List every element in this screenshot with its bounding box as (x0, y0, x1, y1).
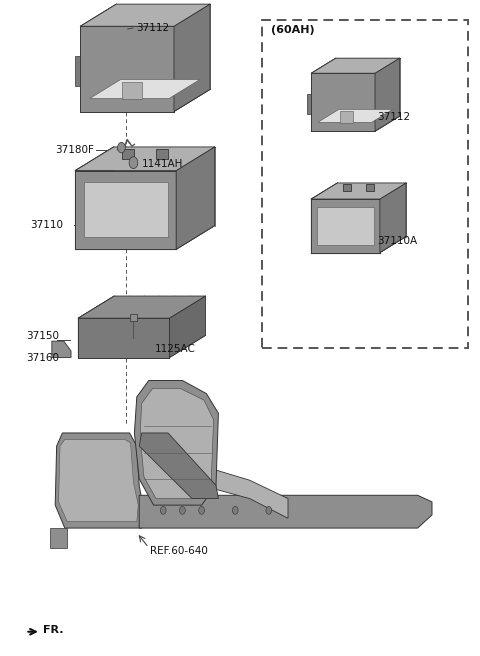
Polygon shape (140, 388, 214, 499)
Polygon shape (50, 528, 67, 548)
Polygon shape (130, 314, 137, 321)
Polygon shape (139, 433, 218, 499)
Polygon shape (312, 58, 336, 131)
Polygon shape (366, 184, 374, 191)
Circle shape (199, 506, 204, 514)
Polygon shape (176, 147, 215, 249)
Polygon shape (134, 380, 218, 505)
Polygon shape (202, 466, 288, 518)
Polygon shape (174, 4, 210, 112)
Polygon shape (81, 4, 116, 112)
Text: 37180F: 37180F (55, 144, 94, 155)
Polygon shape (308, 94, 312, 113)
Text: 37150: 37150 (26, 331, 60, 341)
Polygon shape (312, 183, 406, 199)
Text: 1125AC: 1125AC (155, 344, 195, 354)
Text: 1141AH: 1141AH (142, 159, 183, 169)
Polygon shape (81, 26, 174, 112)
Polygon shape (75, 147, 215, 171)
Polygon shape (312, 199, 380, 253)
Polygon shape (375, 58, 399, 131)
Polygon shape (343, 184, 351, 191)
Polygon shape (55, 433, 144, 528)
Circle shape (118, 142, 125, 153)
Polygon shape (312, 183, 337, 253)
Text: (60AH): (60AH) (271, 24, 315, 35)
Text: 37160: 37160 (26, 352, 60, 363)
Circle shape (266, 506, 272, 514)
Polygon shape (84, 182, 168, 237)
Polygon shape (81, 89, 210, 112)
Polygon shape (380, 183, 406, 253)
Polygon shape (312, 58, 399, 73)
Polygon shape (122, 83, 142, 99)
Circle shape (232, 506, 238, 514)
Text: 37112: 37112 (377, 112, 410, 122)
Text: 37110A: 37110A (377, 236, 417, 247)
Polygon shape (75, 226, 215, 249)
Polygon shape (90, 79, 200, 98)
Circle shape (129, 157, 138, 169)
Polygon shape (78, 318, 169, 358)
Polygon shape (75, 147, 114, 249)
Polygon shape (122, 149, 134, 159)
Polygon shape (312, 116, 399, 131)
Text: FR.: FR. (43, 625, 64, 635)
Polygon shape (75, 56, 81, 86)
Polygon shape (78, 296, 205, 318)
Circle shape (180, 506, 185, 514)
Polygon shape (156, 149, 168, 159)
Text: REF.60-640: REF.60-640 (150, 546, 208, 556)
Polygon shape (59, 440, 138, 522)
Polygon shape (81, 4, 210, 26)
Text: 37110: 37110 (30, 220, 63, 230)
Circle shape (160, 506, 166, 514)
Polygon shape (169, 296, 205, 358)
Polygon shape (139, 495, 432, 528)
Polygon shape (75, 171, 176, 249)
Polygon shape (78, 296, 114, 358)
Polygon shape (318, 110, 393, 122)
Polygon shape (312, 237, 406, 253)
Text: 37112: 37112 (136, 22, 169, 33)
Polygon shape (317, 207, 374, 245)
Polygon shape (52, 341, 71, 358)
Polygon shape (340, 112, 353, 123)
Polygon shape (312, 73, 375, 131)
